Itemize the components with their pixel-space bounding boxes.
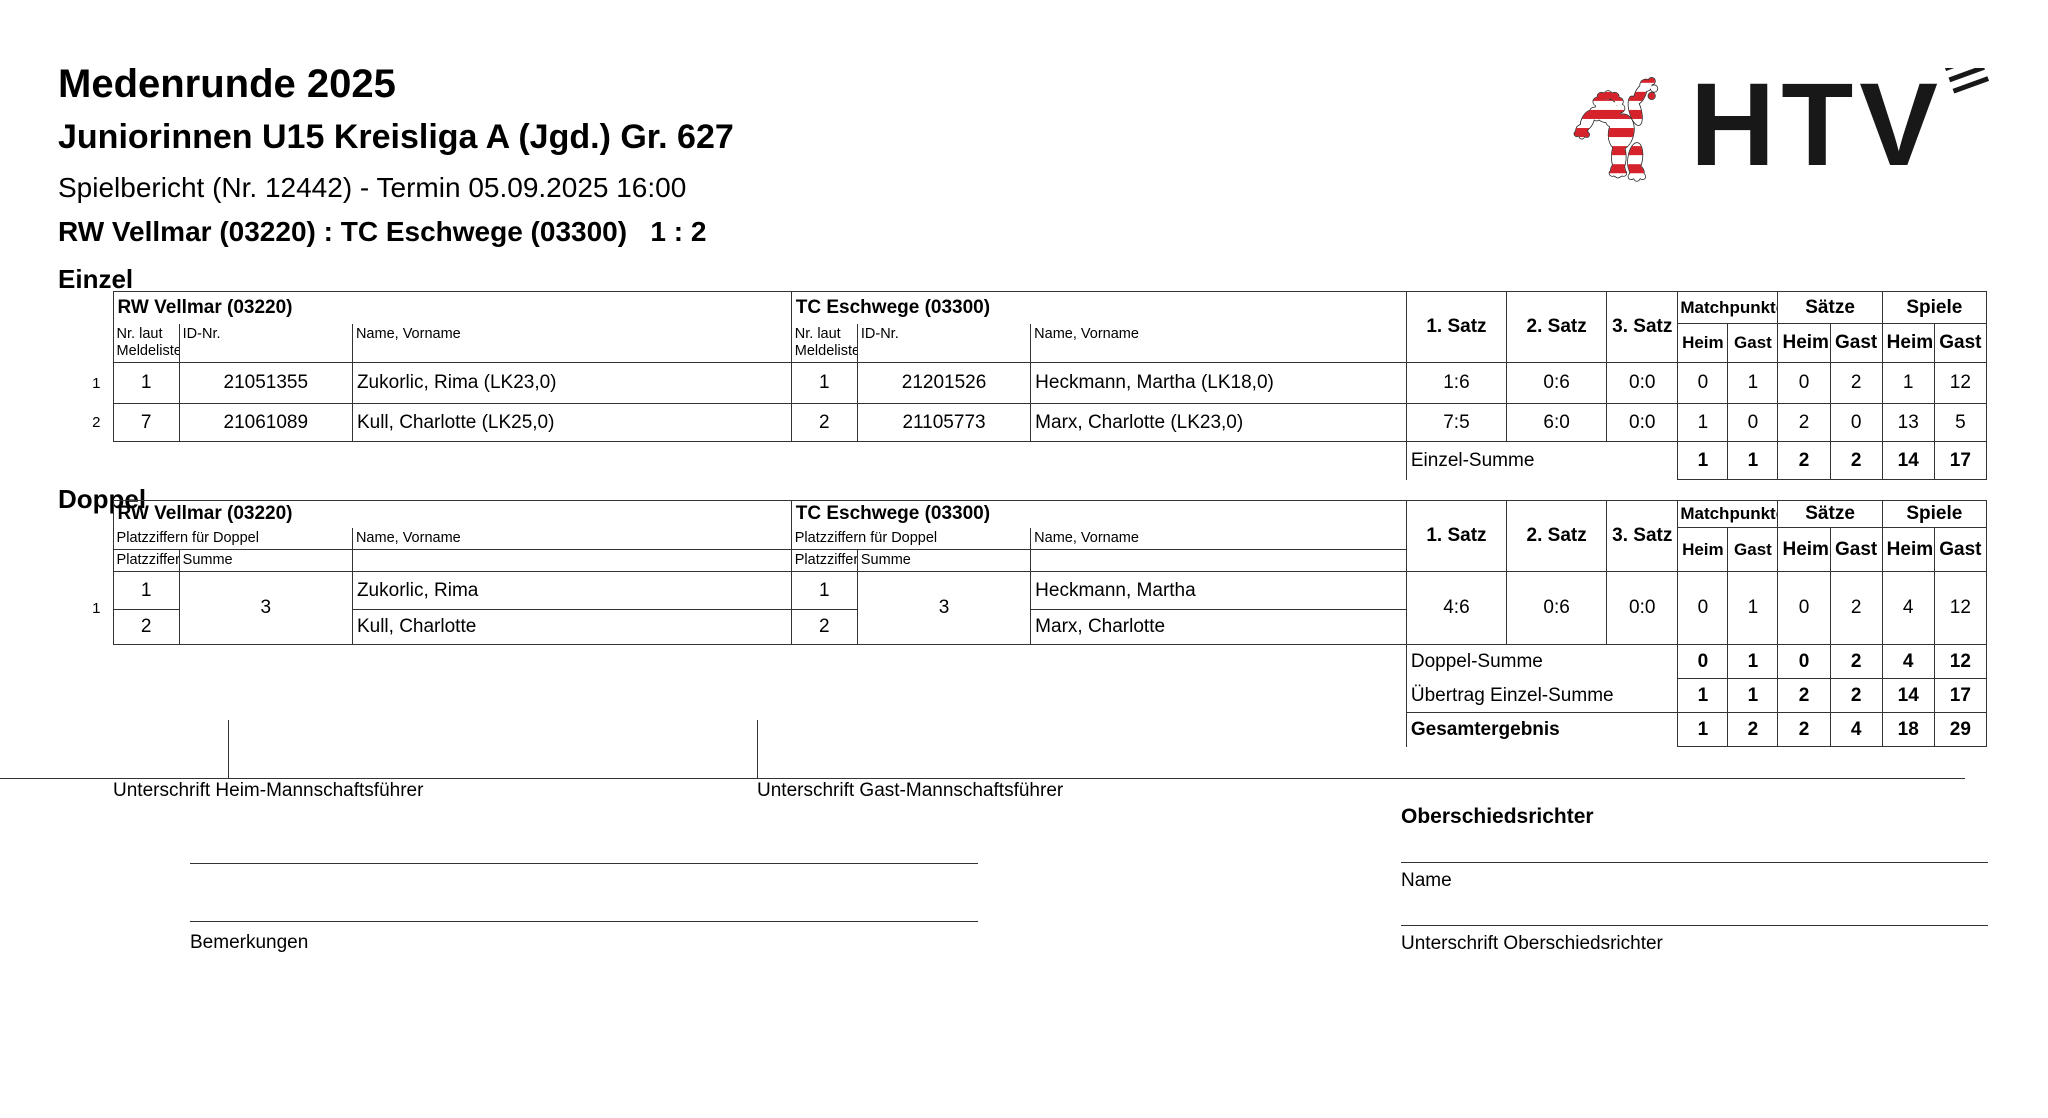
svg-text:HTV: HTV [1694, 68, 1944, 188]
